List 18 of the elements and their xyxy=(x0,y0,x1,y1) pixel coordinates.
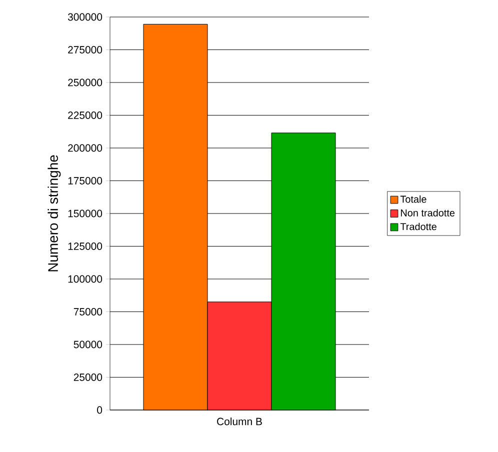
legend-label: Tradotte xyxy=(400,222,436,230)
legend-label: Non tradotte xyxy=(400,209,455,216)
y-tick-label: 150000 xyxy=(68,210,102,218)
y-tick-label: 75000 xyxy=(74,308,102,316)
y-tick-label: 100000 xyxy=(68,275,102,283)
y-tick-label: 225000 xyxy=(68,112,102,119)
legend-label: Totale xyxy=(400,195,426,203)
y-tick-label: 125000 xyxy=(68,242,102,250)
x-tick-label: Column B xyxy=(217,418,262,426)
y-tick-label: 300000 xyxy=(68,13,102,21)
y-axis-title: Numero di stringhe xyxy=(48,155,61,272)
y-tick-label: 25000 xyxy=(74,374,102,381)
y-tick-label: 250000 xyxy=(68,78,102,86)
y-tick-label: 200000 xyxy=(68,144,102,152)
y-tick-label: 175000 xyxy=(68,177,102,184)
y-tick-label: 50000 xyxy=(74,340,102,348)
y-tick-label: 275000 xyxy=(68,46,102,54)
y-tick-label: 0 xyxy=(97,406,102,414)
